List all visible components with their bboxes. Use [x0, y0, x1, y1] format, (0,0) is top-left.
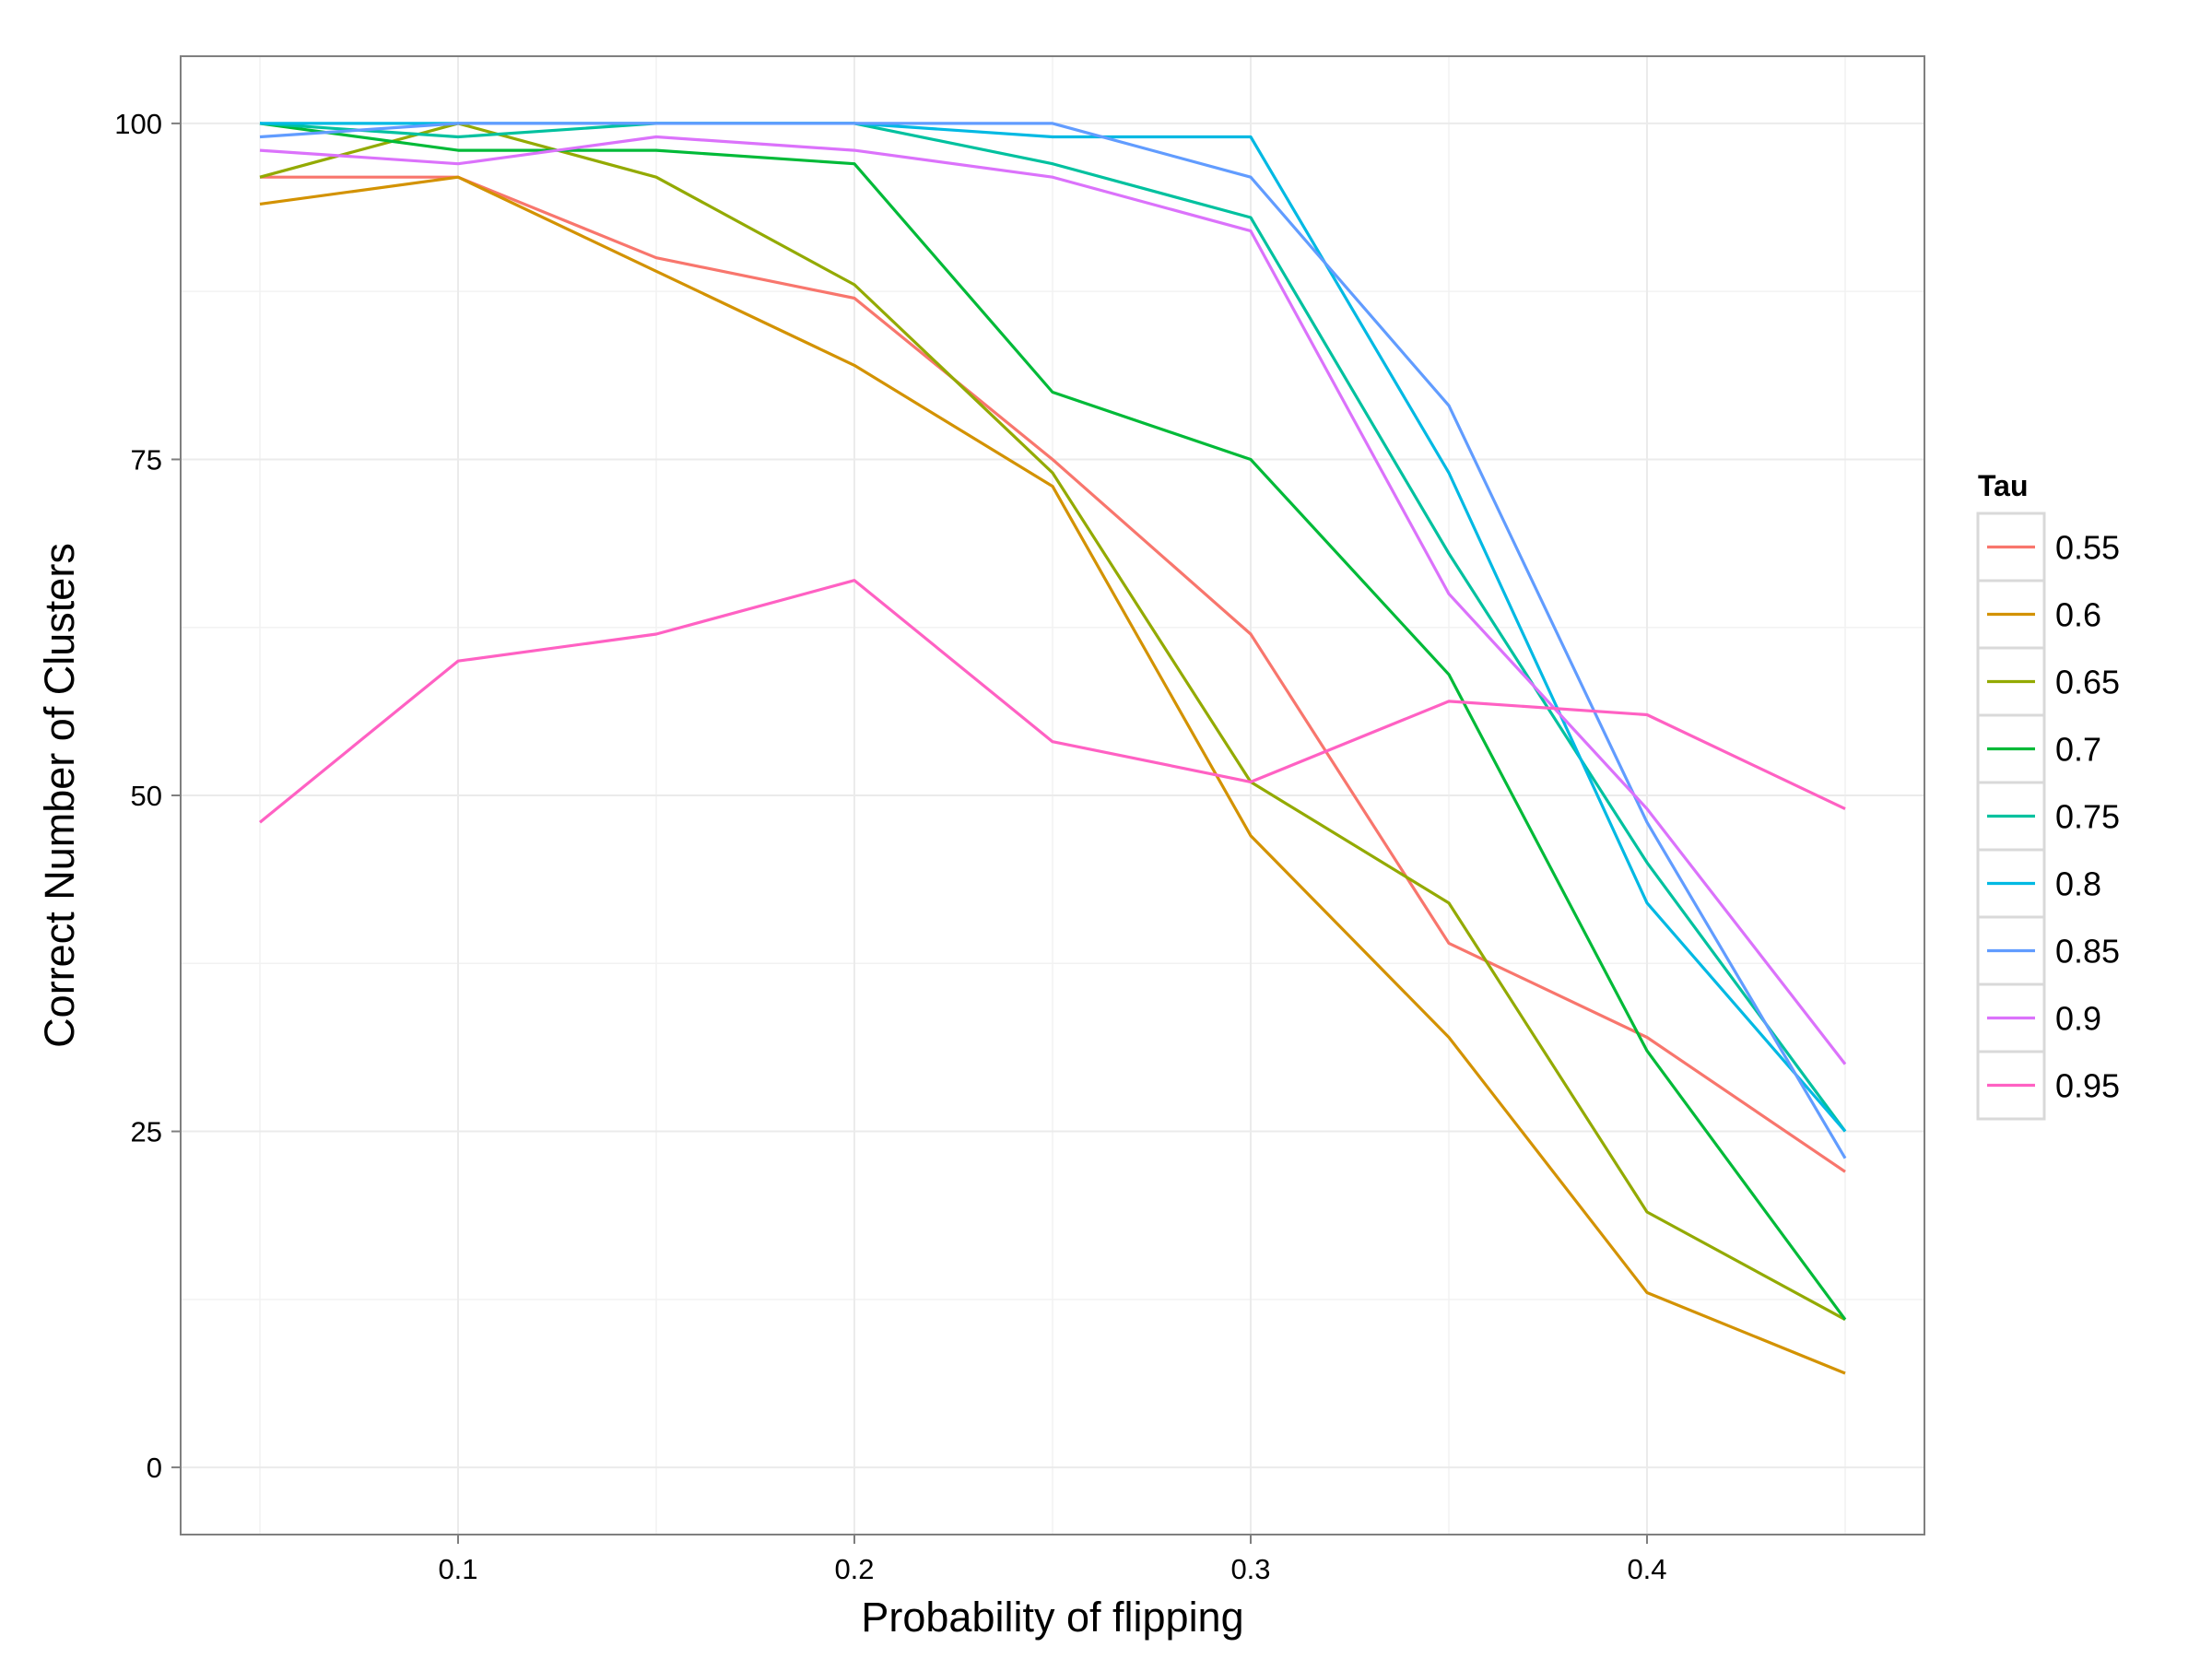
legend-label: 0.7 — [2055, 731, 2101, 769]
legend-label: 0.85 — [2055, 933, 2120, 971]
y-tick-label: 0 — [147, 1452, 162, 1484]
y-axis-title: Correct Number of Clusters — [36, 543, 83, 1048]
legend-label: 0.55 — [2055, 529, 2120, 567]
series-line-0.95 — [258, 579, 1846, 824]
y-tick-label: 50 — [131, 780, 162, 812]
legend-label: 0.9 — [2055, 1000, 2101, 1038]
x-tick-label: 0.3 — [1230, 1553, 1270, 1585]
series-line-0.6 — [259, 175, 1846, 1375]
y-axis: 0 25 50 75 100 — [114, 108, 181, 1484]
x-tick-label: 0.4 — [1627, 1553, 1666, 1585]
y-tick-label: 25 — [131, 1116, 162, 1148]
legend-label: 0.8 — [2055, 865, 2101, 903]
x-axis: 0.1 0.2 0.3 0.4 — [438, 1535, 1667, 1585]
series-line-0.55 — [260, 175, 1846, 1173]
legend-items: 0.55 0.6 0.65 0.7 0.75 0.8 0.85 0.9 0.95 — [1976, 512, 2120, 1121]
series-line-0.85 — [259, 122, 1847, 1159]
y-tick-label: 100 — [114, 108, 162, 140]
series-line-0.9 — [259, 135, 1847, 1065]
legend-label: 0.6 — [2055, 596, 2101, 634]
series-line-0.7 — [259, 122, 1847, 1321]
x-axis-title: Probability of flipping — [861, 1594, 1243, 1641]
legend-label: 0.65 — [2055, 664, 2120, 701]
legend-label: 0.95 — [2055, 1067, 2120, 1105]
x-tick-label: 0.1 — [438, 1553, 477, 1585]
y-tick-label: 75 — [131, 443, 162, 476]
series-line-0.65 — [259, 122, 1846, 1322]
legend: Tau 0.55 0.6 0.65 0.7 0.75 0.8 0.85 0.9 0.95 — [1976, 469, 2120, 1121]
series-lines — [258, 122, 1847, 1375]
legend-label: 0.75 — [2055, 798, 2120, 836]
x-tick-label: 0.2 — [834, 1553, 874, 1585]
legend-title: Tau — [1978, 469, 2029, 502]
